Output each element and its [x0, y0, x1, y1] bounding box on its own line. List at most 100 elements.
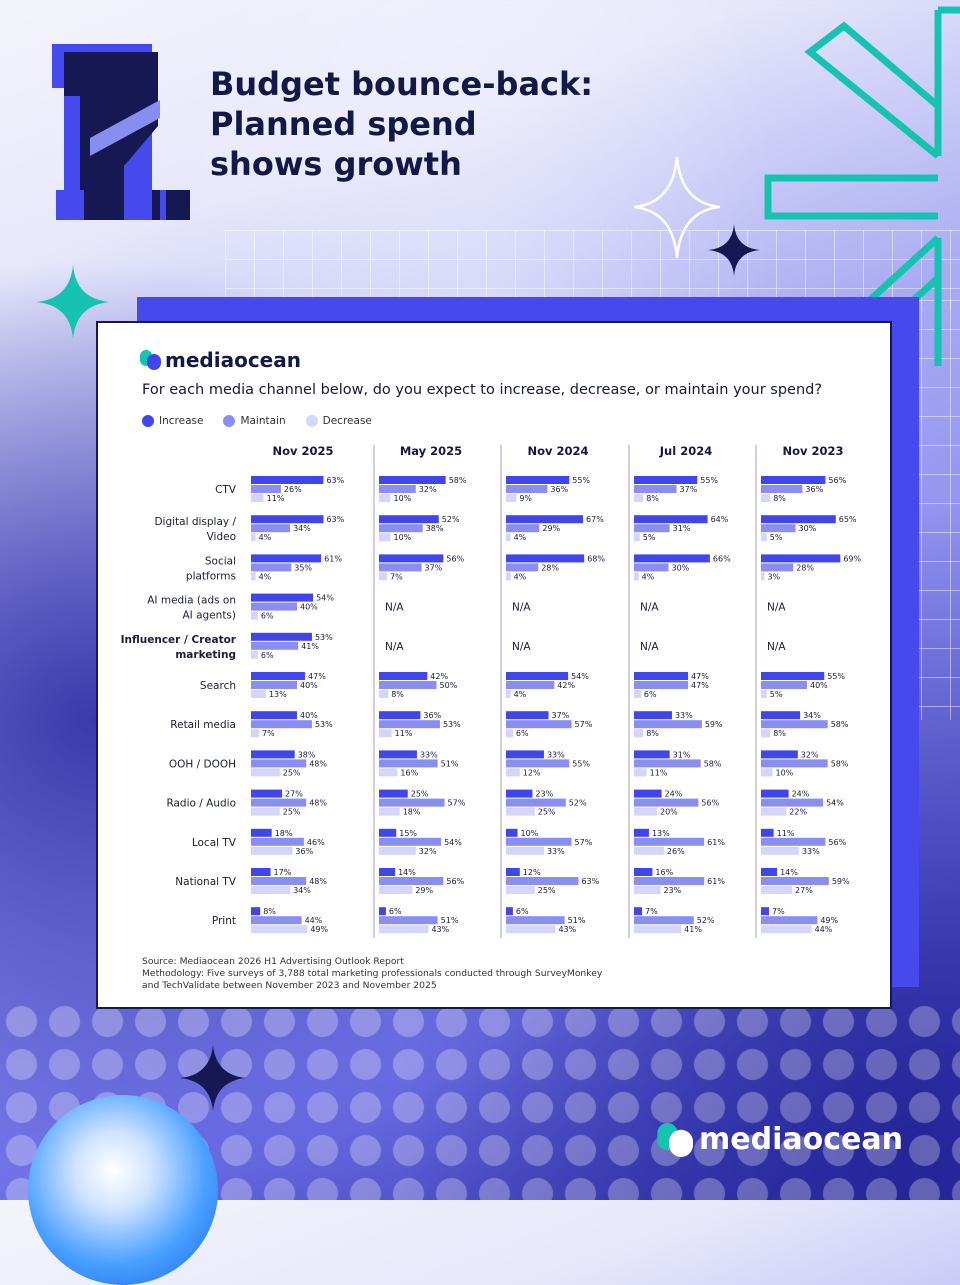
data-label-maintain: 34%: [293, 524, 311, 533]
bar-decrease: [251, 533, 256, 542]
data-label-maintain: 51%: [441, 759, 459, 768]
data-label-decrease: 10%: [394, 494, 412, 503]
data-label-decrease: 34%: [293, 886, 311, 895]
data-label-maintain: 56%: [828, 838, 846, 847]
data-label-increase: 54%: [571, 672, 589, 681]
data-label-decrease: 25%: [283, 808, 301, 817]
data-label-increase: 47%: [308, 672, 326, 681]
bar-decrease: [634, 925, 682, 934]
bar-decrease: [761, 729, 771, 738]
data-label-increase: 32%: [801, 750, 819, 759]
bar-decrease: [251, 494, 264, 502]
data-label-maintain: 53%: [315, 720, 333, 729]
data-label-maintain: 40%: [300, 681, 318, 690]
na-label: N/A: [512, 641, 531, 653]
data-label-decrease: 12%: [523, 768, 541, 777]
bar-increase: [379, 554, 444, 563]
bar-increase: [634, 750, 670, 759]
data-label-increase: 42%: [430, 672, 448, 681]
data-label-maintain: 30%: [799, 524, 817, 533]
channel-label: Search: [200, 680, 236, 692]
bar-maintain: [251, 916, 302, 925]
bar-decrease: [634, 572, 639, 581]
channel-label: OOH / DOOH: [169, 758, 236, 770]
bar-decrease: [379, 886, 413, 894]
bar-maintain: [251, 759, 307, 768]
footnote-source: Source: Mediaocean 2026 H1 Advertising O…: [142, 956, 404, 967]
footer-brand-name: mediaocean: [699, 1122, 903, 1157]
channel-label: marketing: [175, 649, 236, 661]
data-label-decrease: 4%: [514, 533, 527, 542]
data-label-increase: 66%: [713, 554, 731, 563]
bar-increase: [761, 711, 801, 720]
data-label-increase: 33%: [547, 750, 565, 759]
bar-increase: [251, 828, 272, 837]
data-label-increase: 11%: [777, 829, 795, 838]
bar-increase: [251, 907, 261, 916]
bar-maintain: [379, 759, 438, 768]
bar-increase: [251, 476, 324, 484]
bar-increase: [761, 868, 778, 876]
channel-label: Retail media: [170, 719, 236, 731]
data-label-maintain: 44%: [305, 916, 323, 925]
chart-footnote: Source: Mediaocean 2026 H1 Advertising O…: [142, 956, 602, 992]
channel-label: Influencer / Creator: [121, 634, 237, 646]
footnote-methodology-2: and TechValidate between November 2023 a…: [142, 980, 437, 991]
channel-label: Print: [212, 915, 236, 927]
data-label-increase: 25%: [411, 790, 429, 799]
bar-increase: [506, 515, 584, 524]
data-label-increase: 31%: [673, 750, 691, 759]
data-label-decrease: 25%: [538, 886, 556, 895]
data-label-decrease: 13%: [269, 690, 287, 699]
bar-decrease: [506, 690, 511, 698]
bar-maintain: [634, 563, 669, 572]
data-label-decrease: 43%: [558, 925, 576, 934]
bar-increase: [251, 750, 295, 759]
data-label-decrease: 23%: [663, 886, 681, 895]
data-label-maintain: 48%: [309, 759, 327, 768]
bar-decrease: [251, 729, 260, 738]
legend-swatch-maintain: [223, 415, 236, 427]
data-label-decrease: 26%: [667, 847, 685, 856]
data-label-decrease: 25%: [283, 768, 301, 777]
bar-maintain: [251, 837, 304, 846]
bar-decrease: [379, 533, 391, 542]
bar-maintain: [506, 720, 572, 729]
data-label-decrease: 10%: [394, 533, 412, 542]
bar-decrease: [761, 572, 765, 581]
channel-label: Digital display /: [154, 516, 236, 528]
na-label: N/A: [767, 602, 786, 614]
data-label-increase: 56%: [828, 476, 846, 485]
bar-increase: [634, 711, 672, 720]
period-header: May 2025: [400, 444, 462, 458]
data-label-maintain: 40%: [300, 603, 318, 612]
bar-increase: [379, 515, 439, 524]
footnote-methodology-1: Methodology: Five surveys of 3,788 total…: [142, 968, 603, 979]
bar-increase: [379, 750, 417, 759]
na-label: N/A: [767, 641, 786, 653]
sparkle-outline-icon: [633, 156, 721, 259]
data-label-maintain: 47%: [691, 681, 709, 690]
bar-increase: [634, 672, 689, 680]
data-label-maintain: 37%: [425, 563, 443, 572]
data-label-maintain: 55%: [572, 759, 590, 768]
channel-label: Radio / Audio: [166, 798, 236, 810]
bar-decrease: [251, 650, 258, 659]
bar-decrease: [634, 807, 657, 816]
data-label-decrease: 43%: [431, 925, 449, 934]
bar-maintain: [379, 837, 442, 846]
na-label: N/A: [640, 602, 659, 614]
data-label-increase: 61%: [324, 554, 342, 563]
bar-maintain: [634, 837, 705, 846]
bar-maintain: [251, 720, 312, 729]
bar-decrease: [761, 807, 787, 816]
channel-label: CTV: [215, 484, 237, 496]
bar-decrease: [761, 690, 767, 698]
bar-increase: [251, 515, 324, 524]
bar-increase: [761, 907, 770, 916]
bar-maintain: [379, 563, 422, 572]
data-label-increase: 14%: [398, 868, 416, 877]
bar-decrease: [761, 768, 773, 777]
bar-maintain: [379, 916, 438, 925]
bar-maintain: [634, 681, 689, 689]
